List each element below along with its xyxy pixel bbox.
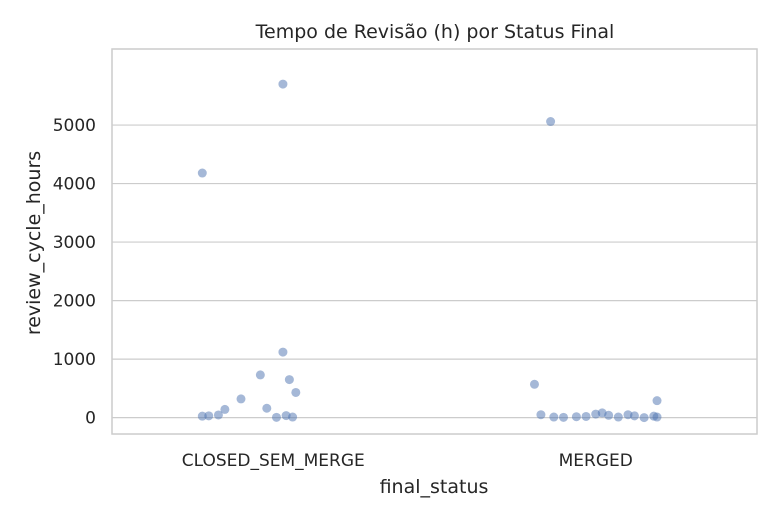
x-axis-label: final_status — [380, 476, 489, 498]
data-point — [559, 412, 568, 422]
data-point — [278, 347, 288, 357]
data-point — [236, 394, 246, 404]
data-point — [262, 403, 272, 413]
y-tick-label: 3000 — [53, 233, 96, 253]
data-point — [529, 379, 539, 389]
data-point — [639, 413, 649, 423]
data-point — [220, 404, 230, 414]
y-tick-label: 0 — [85, 409, 96, 429]
y-tick-label: 4000 — [53, 175, 96, 195]
data-point — [652, 396, 662, 406]
data-point — [278, 79, 288, 89]
y-tick-label: 5000 — [53, 116, 96, 136]
y-axis-label: review_cycle_hours — [23, 151, 45, 335]
data-point — [536, 410, 546, 420]
data-point — [571, 412, 581, 422]
data-points — [197, 79, 662, 423]
data-point — [652, 412, 662, 422]
data-point — [604, 410, 614, 420]
x-tick-label: CLOSED_SEM_MERGE — [182, 451, 365, 471]
data-point — [291, 387, 301, 397]
data-point — [271, 412, 281, 422]
data-point — [204, 411, 214, 421]
y-tick-label: 1000 — [53, 350, 96, 370]
y-tick-label: 2000 — [53, 292, 96, 312]
data-point — [613, 412, 623, 422]
data-point — [284, 375, 294, 385]
x-tick-label: MERGED — [559, 451, 633, 471]
data-point — [288, 412, 298, 422]
x-tick-labels: CLOSED_SEM_MERGE MERGED — [182, 451, 633, 471]
data-point — [197, 411, 207, 421]
data-point — [213, 410, 223, 420]
data-point — [255, 370, 265, 380]
y-tick-labels: 0 1000 2000 3000 4000 5000 — [53, 116, 96, 429]
data-point — [549, 412, 559, 422]
data-point — [197, 168, 207, 178]
data-point — [629, 411, 639, 421]
data-point — [546, 117, 556, 127]
data-point — [581, 411, 591, 421]
plot-frame — [111, 48, 758, 435]
gridlines — [112, 124, 757, 419]
chart-title: Tempo de Revisão (h) por Status Final — [255, 21, 615, 43]
